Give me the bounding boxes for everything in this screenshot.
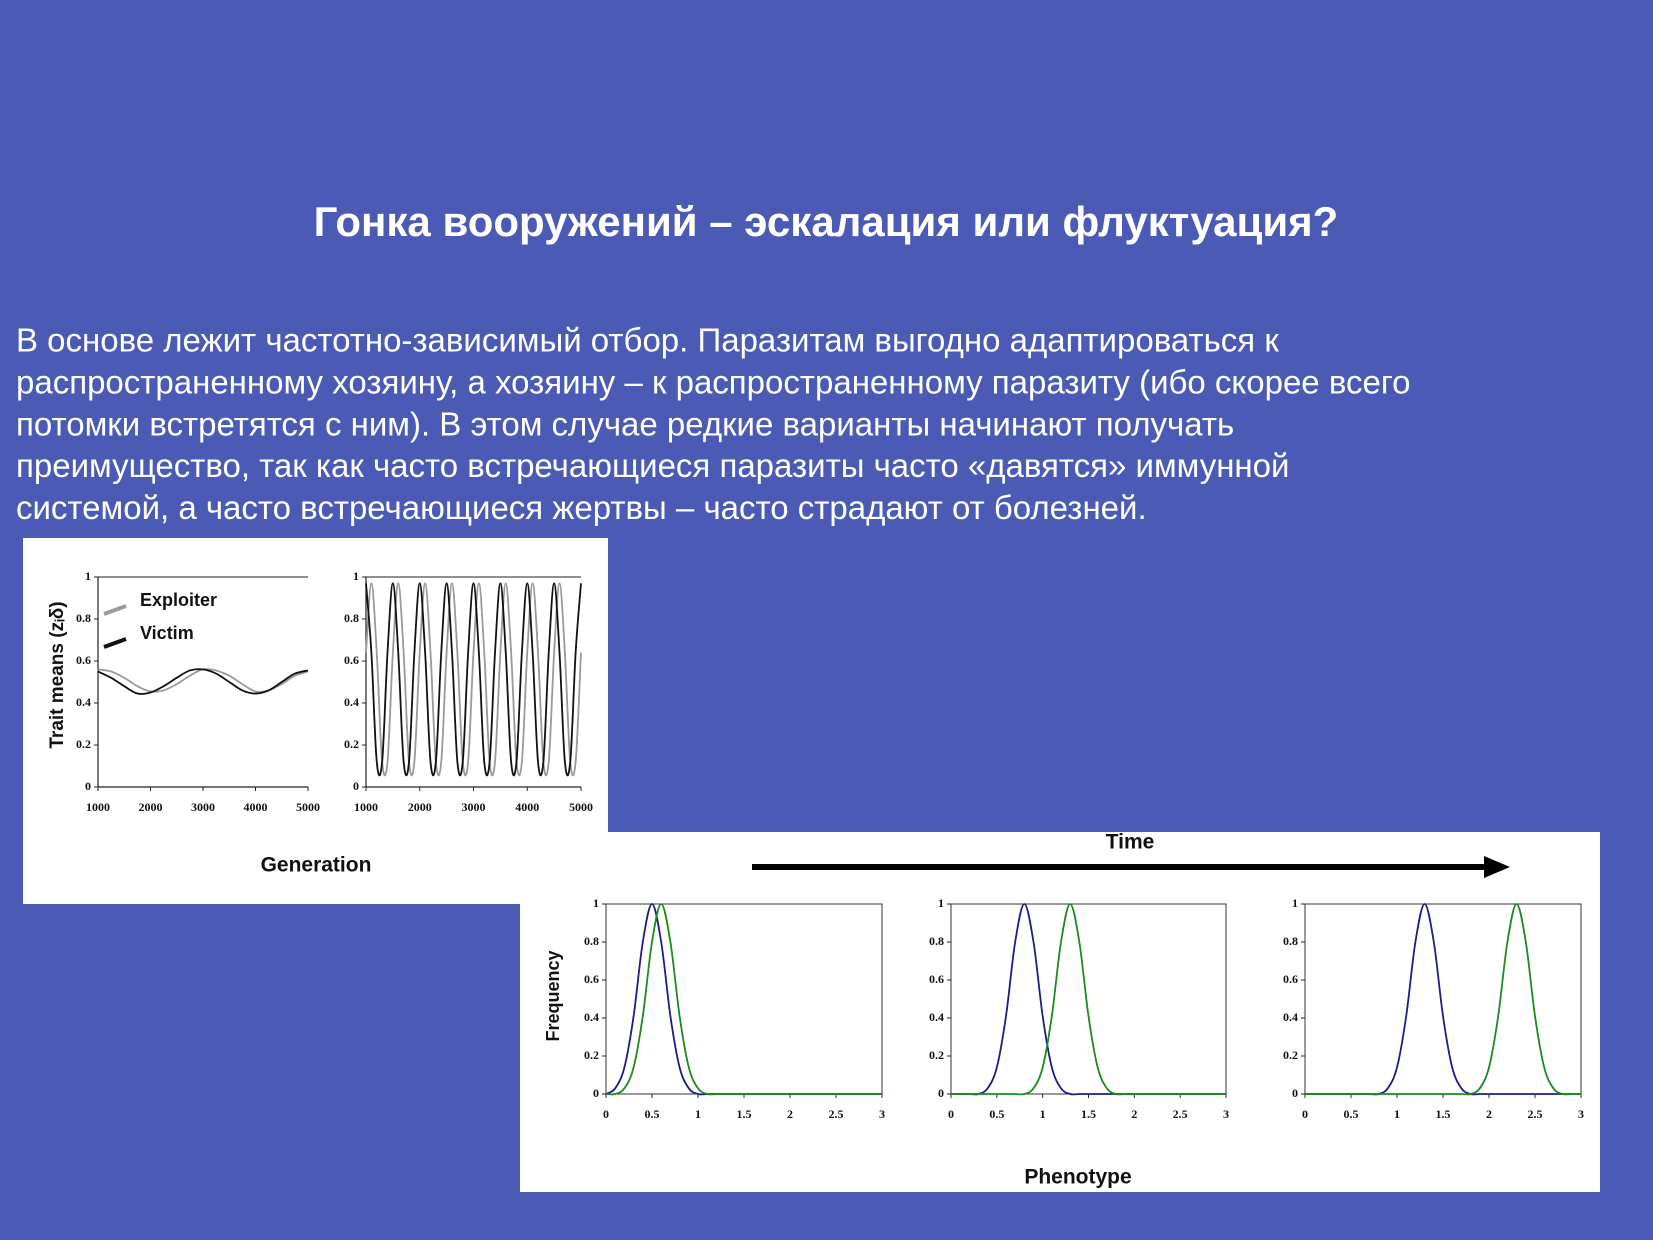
- y-tick-label: 1: [353, 569, 359, 583]
- x-tick-label: 5000: [569, 800, 593, 814]
- x-tick-label: 0.5: [645, 1107, 660, 1121]
- legend-swatch: [103, 604, 127, 616]
- y-tick-label: 0.4: [1283, 1010, 1298, 1024]
- y-tick-label: 0.8: [929, 934, 944, 948]
- x-tick-label: 3: [879, 1107, 885, 1121]
- y-tick-label: 0.2: [76, 737, 91, 751]
- body-text: В основе лежит частотно-зависимый отбор.…: [16, 322, 1411, 526]
- legend-swatch: [103, 637, 127, 649]
- x-axis-label: Generation: [261, 854, 372, 877]
- series-line: [365, 582, 582, 777]
- x-tick-label: 2: [1486, 1107, 1492, 1121]
- y-tick-label: 0.8: [76, 611, 91, 625]
- y-tick-label: 1: [593, 896, 599, 910]
- body-line: преимущество, так как часто встречающиес…: [16, 447, 1289, 484]
- body-line: В основе лежит частотно-зависимый отбор.…: [16, 322, 1279, 359]
- y-tick-label: 0: [85, 779, 91, 793]
- x-tick-label: 5000: [296, 800, 320, 814]
- x-tick-label: 1000: [354, 800, 378, 814]
- y-axis-label: Trait means (zᵢδ): [47, 601, 68, 748]
- x-tick-label: 2: [1131, 1107, 1137, 1121]
- x-tick-label: 4000: [244, 800, 268, 814]
- y-tick-label: 0.8: [344, 611, 359, 625]
- y-tick-label: 0.2: [344, 737, 359, 751]
- figure-panel: [23, 538, 608, 904]
- body-line: системой, а часто встречающиеся жертвы –…: [16, 489, 1147, 526]
- x-tick-label: 2: [787, 1107, 793, 1121]
- y-tick-label: 0: [938, 1086, 944, 1100]
- x-tick-label: 3: [1223, 1107, 1229, 1121]
- y-tick-label: 1: [938, 896, 944, 910]
- series-line: [1305, 903, 1581, 1096]
- x-tick-label: 2000: [139, 800, 163, 814]
- y-tick-label: 0.8: [1283, 934, 1298, 948]
- figure-panel: [520, 832, 1600, 1192]
- y-tick-label: 0.4: [344, 695, 359, 709]
- x-tick-label: 0.5: [1344, 1107, 1359, 1121]
- y-tick-label: 0.8: [584, 934, 599, 948]
- x-tick-label: 3000: [191, 800, 215, 814]
- x-tick-label: 0: [948, 1107, 954, 1121]
- x-tick-label: 0.5: [989, 1107, 1004, 1121]
- body-line: распространенному хозяину, а хозяину – к…: [16, 364, 1411, 401]
- y-axis-label: Frequency: [543, 950, 563, 1041]
- annotation: Time: [1106, 831, 1155, 854]
- x-tick-label: 2.5: [1528, 1107, 1543, 1121]
- y-tick-label: 0.4: [76, 695, 91, 709]
- x-tick-label: 0: [1302, 1107, 1308, 1121]
- y-tick-label: 0.2: [584, 1048, 599, 1062]
- y-tick-label: 0: [593, 1086, 599, 1100]
- series-line: [951, 903, 1226, 1096]
- x-tick-label: 1000: [86, 800, 110, 814]
- y-tick-label: 1: [85, 569, 91, 583]
- y-tick-label: 0.6: [344, 653, 359, 667]
- y-tick-label: 1: [1292, 896, 1298, 910]
- x-tick-label: 1: [695, 1107, 701, 1121]
- y-tick-label: 0.6: [1283, 972, 1298, 986]
- x-tick-label: 1: [1040, 1107, 1046, 1121]
- y-tick-label: 0.2: [1283, 1048, 1298, 1062]
- slide-title: Гонка вооружений – эскалация или флуктуа…: [314, 198, 1339, 245]
- series-line: [365, 582, 582, 777]
- x-tick-label: 1.5: [1436, 1107, 1451, 1121]
- y-tick-label: 0.6: [584, 972, 599, 986]
- y-tick-label: 0: [353, 779, 359, 793]
- y-tick-label: 0.6: [929, 972, 944, 986]
- series-line: [97, 668, 309, 695]
- x-tick-label: 3: [1578, 1107, 1584, 1121]
- x-tick-label: 2.5: [829, 1107, 844, 1121]
- y-tick-label: 0.2: [929, 1048, 944, 1062]
- x-tick-label: 1.5: [1081, 1107, 1096, 1121]
- x-tick-label: 1: [1394, 1107, 1400, 1121]
- y-tick-label: 0.6: [76, 653, 91, 667]
- x-tick-label: 2.5: [1173, 1107, 1188, 1121]
- x-tick-label: 4000: [515, 800, 539, 814]
- legend-label: Victim: [140, 623, 194, 643]
- x-tick-label: 3000: [462, 800, 486, 814]
- body-line: потомки встретятся с ним). В этом случае…: [16, 405, 1234, 442]
- arrow-head: [1484, 856, 1510, 878]
- x-axis-label: Phenotype: [1024, 1166, 1131, 1189]
- y-tick-label: 0.4: [929, 1010, 944, 1024]
- series-line: [605, 903, 882, 1096]
- legend-label: Exploiter: [140, 590, 217, 610]
- y-tick-label: 0: [1292, 1086, 1298, 1100]
- x-tick-label: 1.5: [737, 1107, 752, 1121]
- x-tick-label: 2000: [408, 800, 432, 814]
- y-tick-label: 0.4: [584, 1010, 599, 1024]
- x-tick-label: 0: [603, 1107, 609, 1121]
